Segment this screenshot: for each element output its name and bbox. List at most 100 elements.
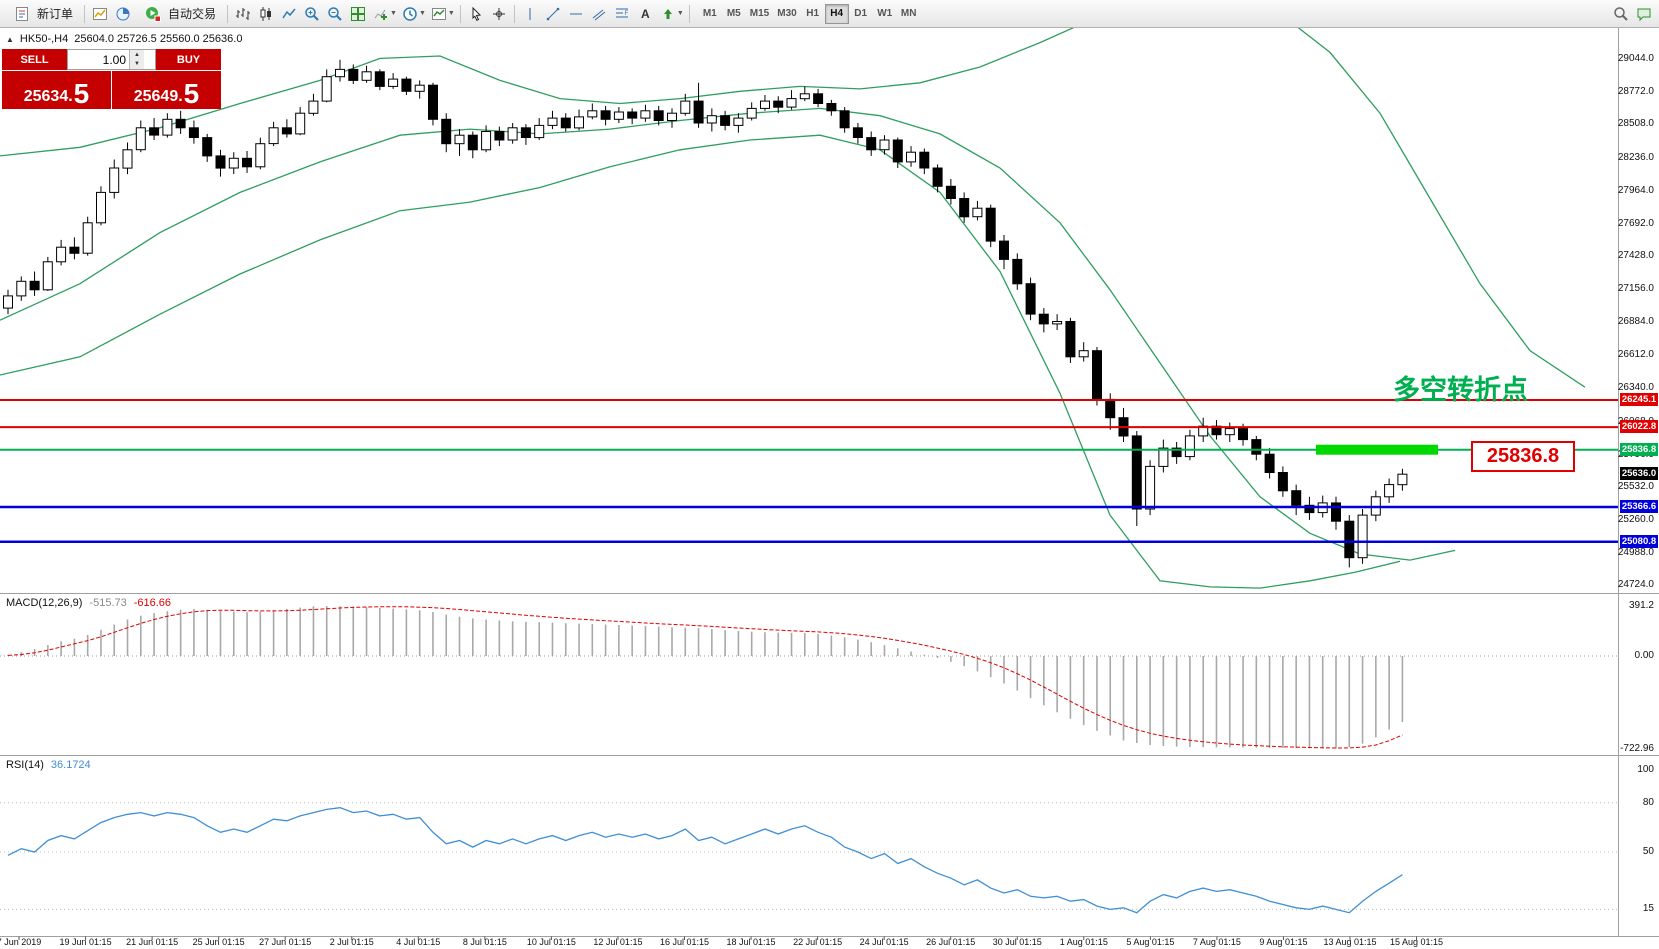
fibonacci-icon[interactable]: F: [611, 4, 633, 24]
toolbar-separator: [513, 4, 515, 23]
macd-label-row: MACD(12,26,9) -515.73 -616.66: [6, 597, 171, 609]
toolbar-separator: [227, 4, 229, 23]
text-tool-icon[interactable]: A: [634, 4, 656, 24]
zoom-in-icon[interactable]: [301, 4, 323, 24]
sell-price[interactable]: 25634. 5: [2, 71, 111, 109]
timeframe-button-m30[interactable]: M30: [773, 4, 800, 24]
timeframe-button-m5[interactable]: M5: [722, 4, 746, 24]
bar-chart-icon[interactable]: [232, 4, 254, 24]
timeframe-button-w1[interactable]: W1: [873, 4, 897, 24]
timeframe-button-d1[interactable]: D1: [849, 4, 873, 24]
new-order-label: 新订单: [37, 7, 74, 21]
new-order-button[interactable]: 新订单: [4, 3, 80, 25]
time-axis-label: 19 Jun 01:15: [59, 937, 112, 947]
time-axis-label: 7 Jun 2019: [0, 937, 42, 947]
candlestick-chart-icon[interactable]: [255, 4, 277, 24]
time-axis-label: 26 Jul 01:15: [926, 937, 976, 947]
periods-icon[interactable]: [399, 4, 421, 24]
timeframe-button-mn[interactable]: MN: [897, 4, 921, 24]
equidistant-channel-icon[interactable]: [588, 4, 610, 24]
time-axis-label: 24 Jul 01:15: [859, 937, 909, 947]
chevron-down-icon[interactable]: ▼: [447, 10, 455, 17]
buy-price-main: 25649.: [133, 88, 183, 106]
crosshair-icon[interactable]: [488, 4, 510, 24]
rsi-label-row: RSI(14) 36.1724: [6, 759, 91, 771]
sell-price-main: 25634.: [23, 88, 73, 106]
vertical-line-icon[interactable]: [519, 4, 541, 24]
time-axis-label: 4 Jul 01:15: [396, 937, 441, 947]
timeframe-button-m1[interactable]: M1: [698, 4, 722, 24]
time-axis-label: 15 Aug 01:15: [1390, 937, 1444, 947]
toolbar-separator: [688, 4, 690, 23]
svg-text:F: F: [624, 11, 628, 17]
rsi-value: 36.1724: [50, 759, 91, 771]
time-axis-label: 9 Aug 01:15: [1259, 937, 1308, 947]
timeframe-button-m15[interactable]: M15: [746, 4, 773, 24]
chevron-down-icon[interactable]: ▼: [418, 10, 426, 17]
cursor-icon[interactable]: [465, 4, 487, 24]
one-click-toggle-icon[interactable]: ▲: [6, 34, 14, 44]
time-axis-label: 5 Aug 01:15: [1126, 937, 1175, 947]
svg-text:A: A: [641, 7, 650, 21]
profiles-icon[interactable]: [112, 4, 134, 24]
time-axis-label: 16 Jul 01:15: [659, 937, 710, 947]
time-axis-label: 27 Jun 01:15: [259, 937, 312, 947]
timeframe-button-h1[interactable]: H1: [801, 4, 825, 24]
time-axis-label: 18 Jul 01:15: [726, 937, 776, 947]
volume-up-icon[interactable]: ▲: [130, 50, 144, 60]
volume-input[interactable]: [68, 50, 129, 69]
macd-main-value: -515.73: [89, 597, 127, 609]
time-axis-label: 22 Jul 01:15: [793, 937, 843, 947]
sell-button[interactable]: SELL: [2, 49, 67, 70]
trendline-icon[interactable]: [542, 4, 564, 24]
arrows-tool-icon[interactable]: [657, 4, 679, 24]
level-price-label[interactable]: 25836.8: [1471, 441, 1575, 472]
time-axis-label: 25 Jun 01:15: [192, 937, 245, 947]
toolbar-separator: [84, 4, 86, 23]
turning-point-annotation[interactable]: 多空转折点: [1393, 375, 1528, 405]
time-axis-label: 10 Jul 01:15: [526, 937, 576, 947]
time-axis-label: 8 Jul 01:15: [462, 937, 507, 947]
volume-spinner: ▲ ▼: [129, 50, 144, 69]
chat-icon[interactable]: [1633, 4, 1655, 24]
buy-price[interactable]: 25649. 5: [112, 71, 221, 109]
ohlc-values: 25604.0 25726.5 25560.0 25636.0: [74, 33, 243, 45]
new-chart-icon[interactable]: [89, 4, 111, 24]
templates-icon[interactable]: [428, 4, 450, 24]
auto-trading-label: 自动交易: [168, 7, 217, 21]
search-icon[interactable]: [1610, 4, 1632, 24]
indicators-icon[interactable]: [370, 4, 392, 24]
tile-windows-icon[interactable]: [347, 4, 369, 24]
timeframe-button-h4[interactable]: H4: [824, 3, 849, 24]
timeframe-group: M1 M5 M15 M30 H1 H4 D1 W1 MN: [698, 3, 921, 24]
volume-box: ▲ ▼: [67, 49, 156, 70]
chevron-down-icon[interactable]: ▼: [676, 10, 684, 17]
toolbar: 新订单 自动交易: [0, 0, 1659, 28]
horizontal-line-icon[interactable]: [565, 4, 587, 24]
macd-label: MACD(12,26,9): [6, 597, 83, 609]
new-order-icon: [11, 4, 33, 24]
chevron-down-icon[interactable]: ▼: [390, 10, 397, 17]
buy-button[interactable]: BUY: [156, 49, 221, 70]
time-axis-label: 13 Aug 01:15: [1323, 937, 1377, 947]
rsi-label: RSI(14): [6, 759, 44, 771]
auto-trading-icon: [142, 4, 164, 24]
line-chart-icon[interactable]: [278, 4, 300, 24]
volume-down-icon[interactable]: ▼: [130, 59, 144, 69]
sell-price-big-digit: 5: [73, 78, 90, 110]
time-axis[interactable]: 7 Jun 2019 19 Jun 01:15 21 Jun 01:15 25 Jun…: [0, 937, 1659, 949]
time-axis-label: 2 Jul 01:15: [329, 937, 374, 947]
time-axis-label: 12 Jul 01:15: [593, 937, 643, 947]
chart-header: ▲ HK50-,H4 25604.0 25726.5 25560.0 25636…: [6, 33, 242, 45]
buy-price-big-digit: 5: [183, 78, 200, 110]
macd-signal-value: -616.66: [133, 597, 172, 609]
toolbar-separator: [459, 4, 461, 23]
time-axis-label: 30 Jul 01:15: [992, 937, 1042, 947]
auto-trading-button[interactable]: 自动交易: [135, 3, 223, 25]
symbol-period-label: HK50-,H4: [19, 33, 69, 45]
zoom-out-icon[interactable]: [324, 4, 346, 24]
time-axis-label: 7 Aug 01:15: [1192, 937, 1241, 947]
time-axis-label: 1 Aug 01:15: [1059, 937, 1108, 947]
